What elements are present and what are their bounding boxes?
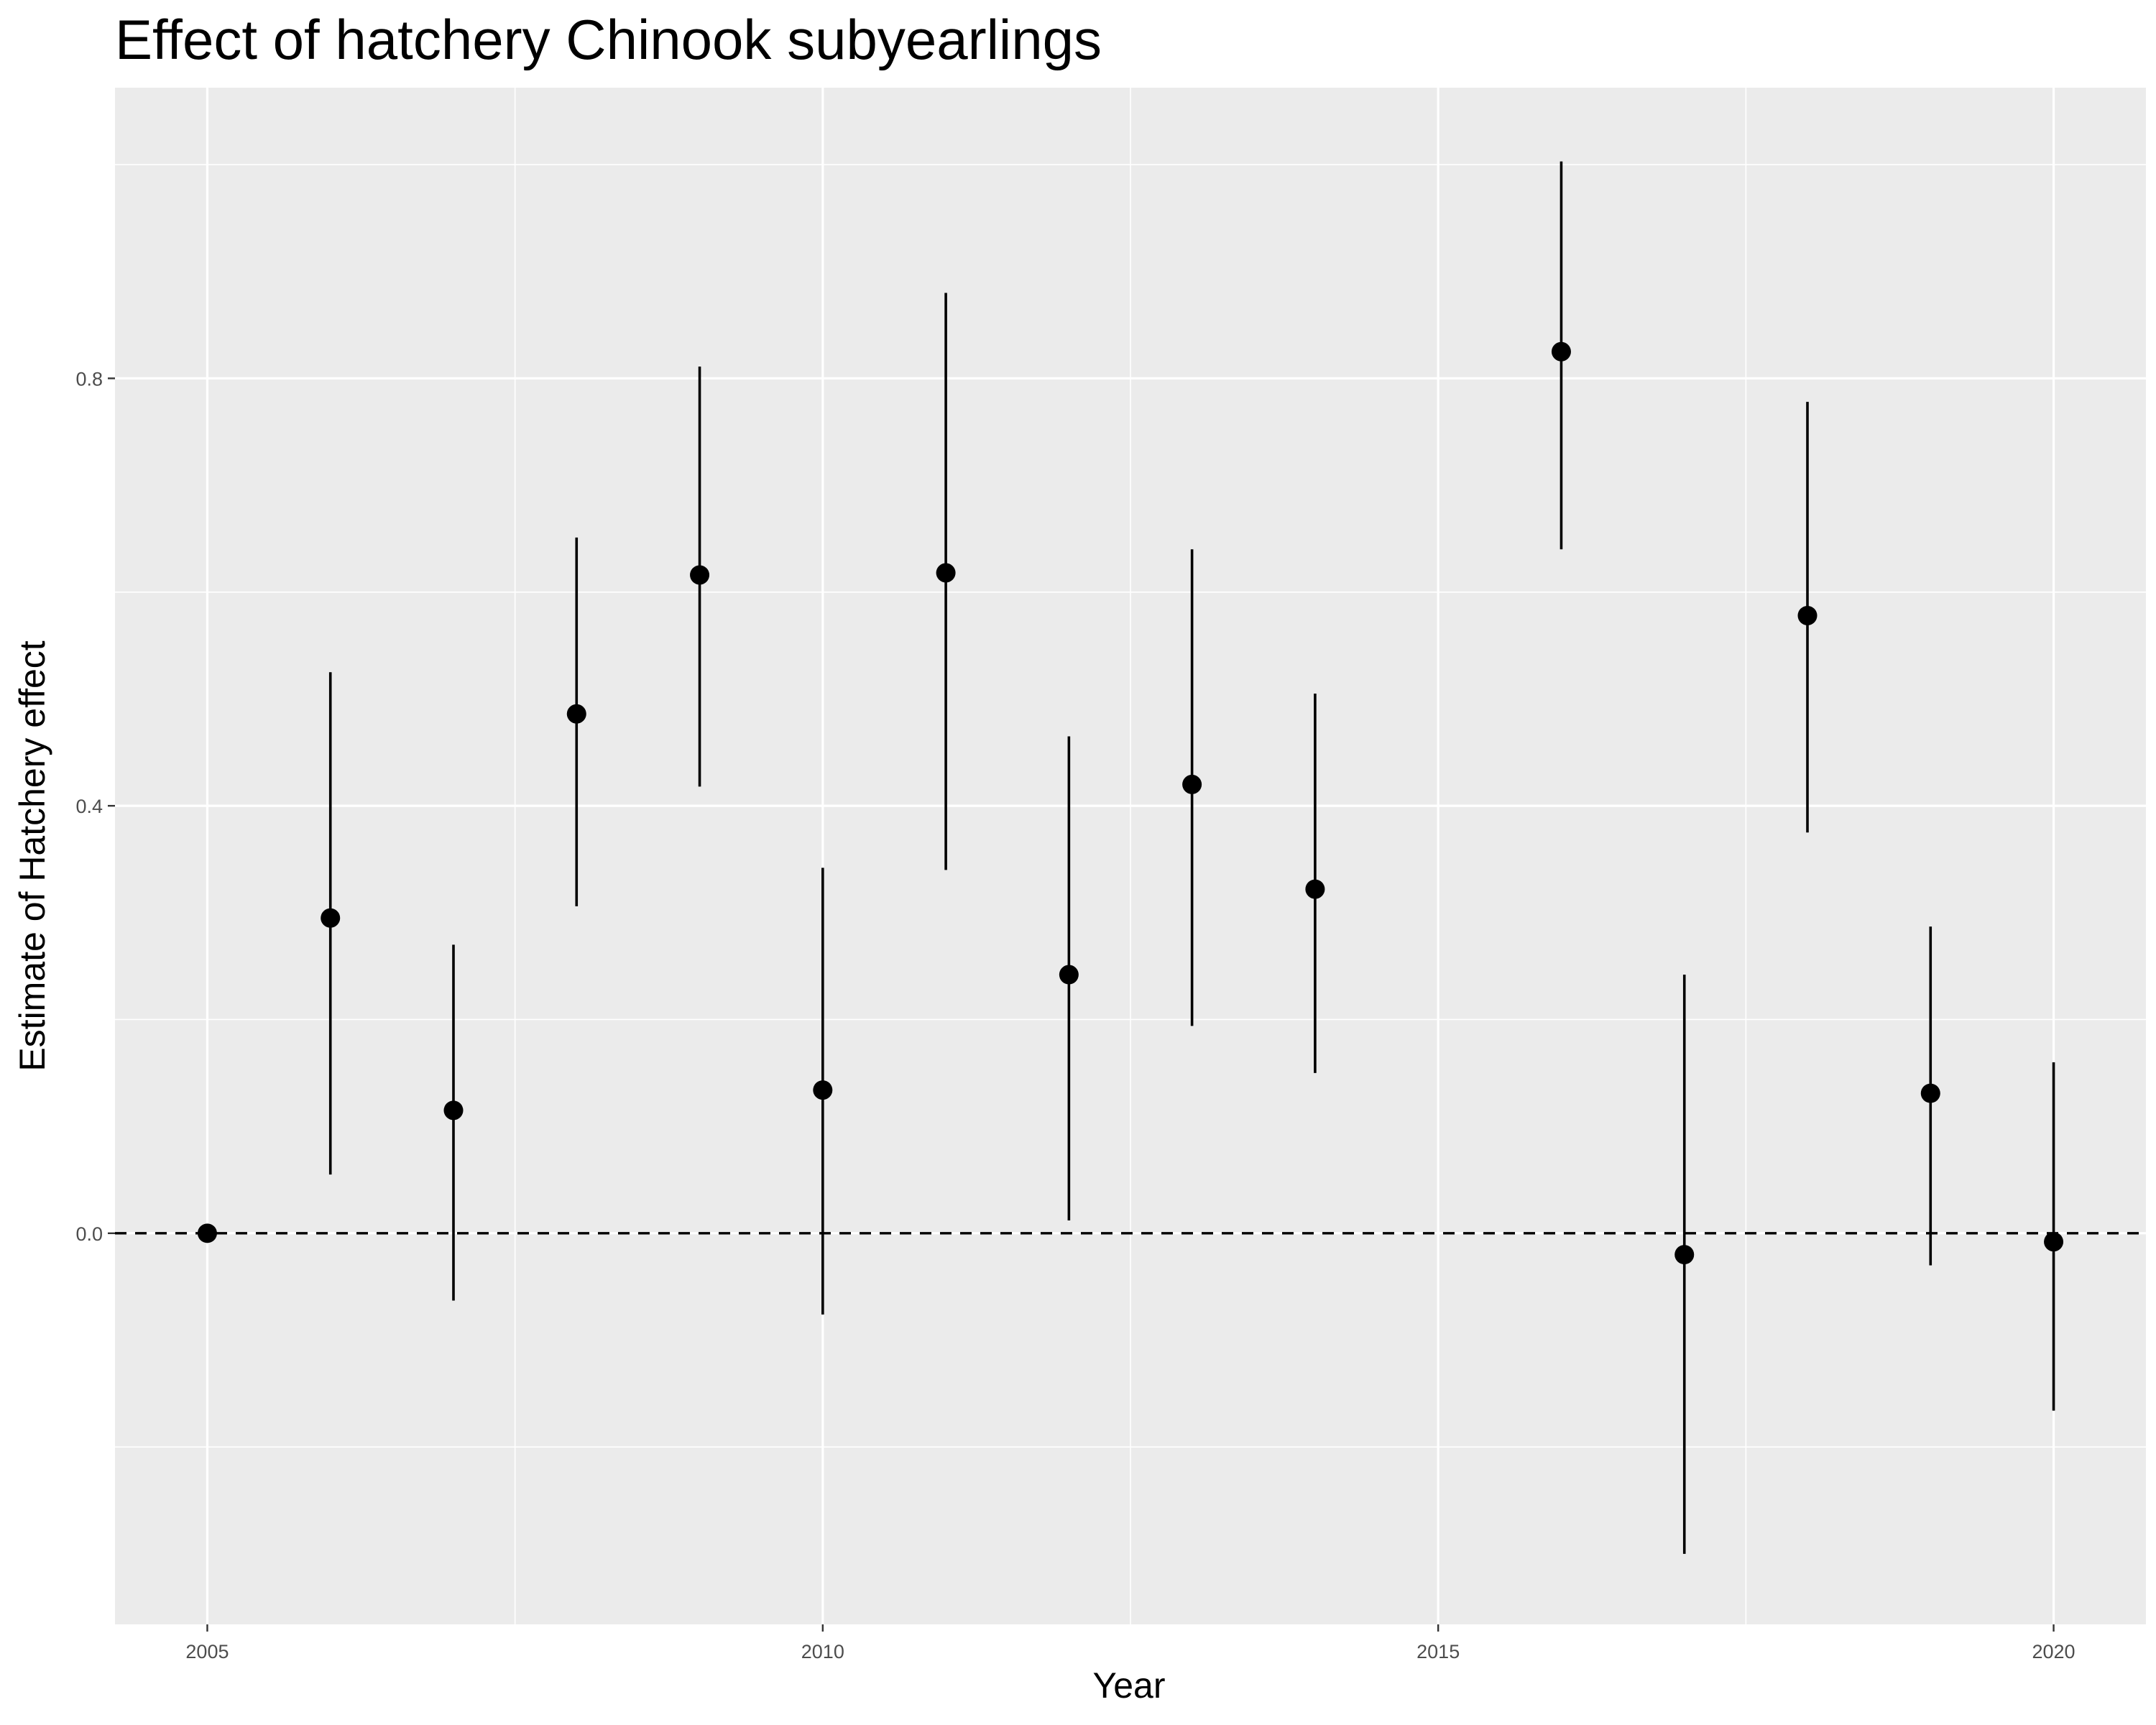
- y-tick-label: 0.4: [75, 796, 103, 817]
- data-point: [1920, 1083, 1940, 1103]
- x-axis: 2005 2010 2015 2020: [185, 1624, 2076, 1662]
- x-tick-label: 2005: [185, 1641, 229, 1662]
- data-points: [197, 341, 2064, 1265]
- data-point: [1305, 879, 1325, 899]
- x-axis-title: Year: [1092, 1665, 1165, 1706]
- data-point: [2044, 1232, 2064, 1252]
- data-point: [1182, 774, 1202, 794]
- data-point: [813, 1080, 833, 1100]
- y-tick-label: 0.8: [75, 368, 103, 390]
- data-point: [1059, 965, 1079, 985]
- data-point: [566, 704, 586, 724]
- data-point: [690, 565, 710, 585]
- y-axis-title: Estimate of Hatchery effect: [12, 640, 52, 1071]
- data-point: [321, 908, 341, 928]
- data-point: [443, 1100, 464, 1121]
- x-tick-label: 2015: [1416, 1641, 1460, 1662]
- data-point: [197, 1223, 217, 1243]
- data-point: [1674, 1245, 1695, 1265]
- chart-title: Effect of hatchery Chinook subyearlings: [115, 8, 1102, 71]
- x-tick-label: 2020: [2032, 1641, 2076, 1662]
- y-tick-label: 0.0: [75, 1223, 103, 1245]
- data-point: [1551, 341, 1571, 362]
- data-point: [936, 563, 956, 583]
- data-point: [1797, 605, 1818, 625]
- y-axis: 0.0 0.4 0.8: [75, 368, 115, 1245]
- x-tick-label: 2010: [801, 1641, 844, 1662]
